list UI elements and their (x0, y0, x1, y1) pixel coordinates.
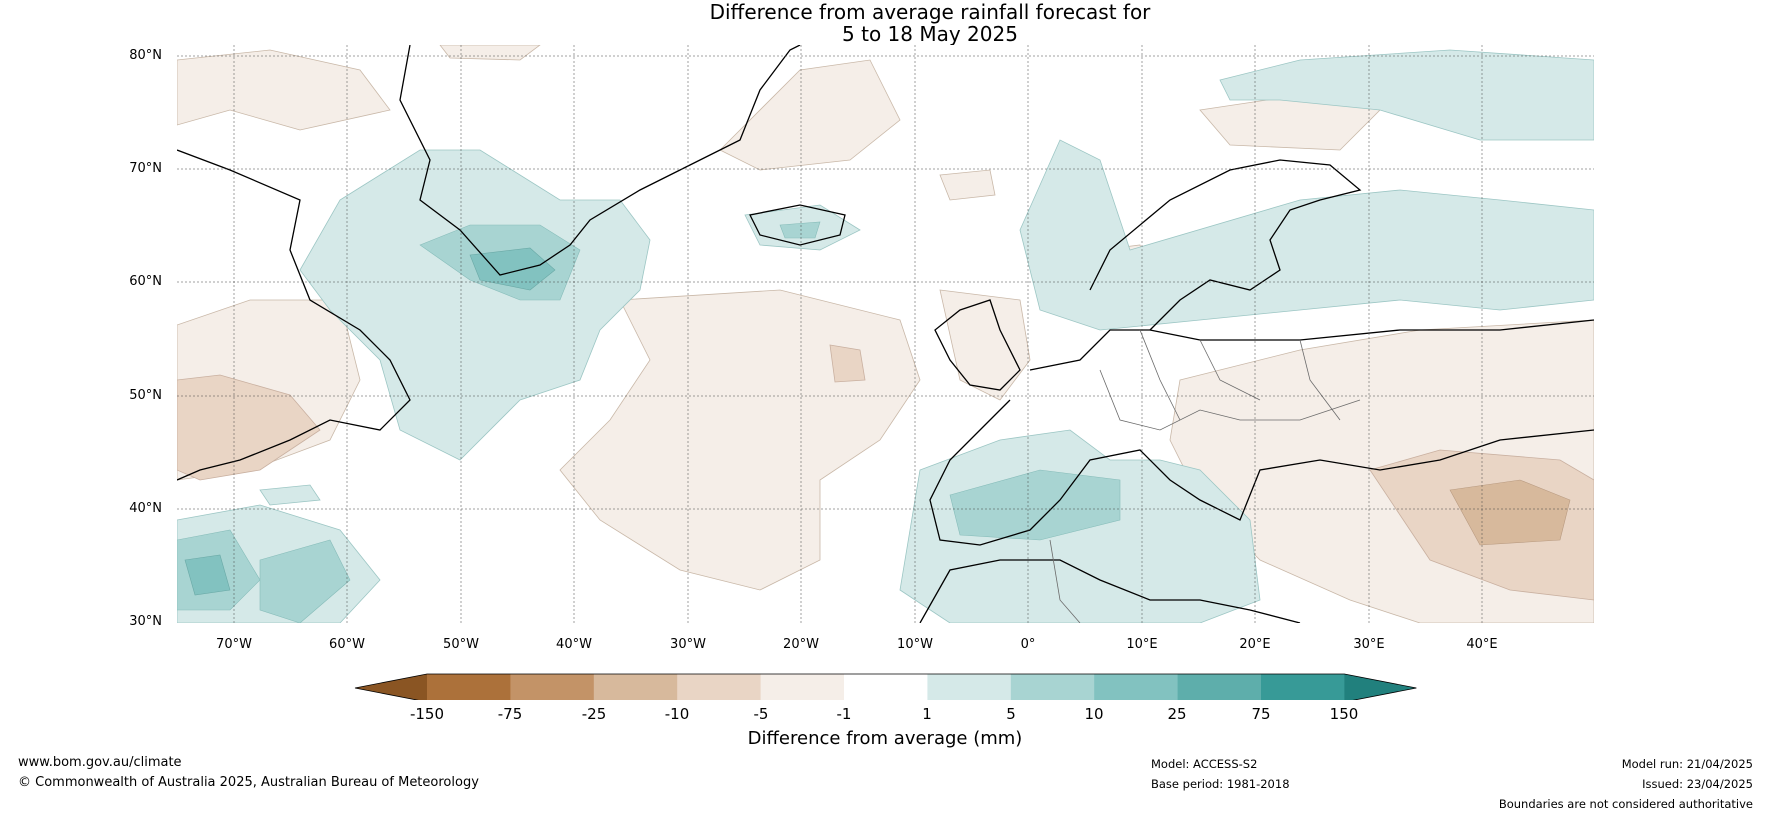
lon-label: 20°E (1239, 637, 1271, 652)
lon-label: 30°E (1353, 637, 1385, 652)
issued-text: Issued: 23/04/2025 (1642, 777, 1753, 791)
colorbar-tick-label: -1 (836, 705, 852, 723)
colorbar-segment (1177, 674, 1262, 700)
coastline (399, 45, 801, 276)
lon-label: 30°W (670, 637, 706, 652)
coastline (1089, 159, 1362, 331)
model-run-text: Model run: 21/04/2025 (1621, 757, 1753, 771)
anomaly-region (949, 469, 1121, 541)
lon-label: 10°E (1126, 637, 1158, 652)
colorbar-extend-high (1344, 674, 1417, 700)
anomaly-region (829, 344, 866, 383)
graticule (177, 45, 1594, 623)
anomaly-region (1449, 479, 1571, 546)
anomaly-region (469, 247, 556, 291)
lon-label: 10°W (897, 637, 933, 652)
colorbar-extend-low (355, 674, 427, 700)
anomaly-region (1219, 49, 1594, 141)
disclaimer-text: Boundaries are not considered authoritat… (1498, 797, 1753, 811)
colorbar-segment (760, 674, 845, 700)
anomaly-region (1019, 139, 1594, 331)
colorbar-segment (677, 674, 762, 700)
coastline (177, 149, 411, 481)
country-border (1049, 539, 1081, 623)
colorbar-tick-label: -150 (409, 705, 445, 723)
colorbar-segment (1094, 674, 1179, 700)
coastline (934, 299, 1021, 391)
country-border (1139, 329, 1181, 421)
website-text: www.bom.gov.au/climate (18, 755, 182, 770)
colorbar-tick-label: 10 (1084, 705, 1104, 723)
colorbar-segment (510, 674, 595, 700)
anomaly-region (184, 554, 231, 596)
anomaly-region (177, 374, 321, 481)
colorbar-tick-label: -75 (497, 705, 523, 723)
anomaly-region (779, 221, 821, 239)
lon-label: 60°W (329, 637, 365, 652)
map-title-line-1: Difference from average rainfall forecas… (709, 0, 1151, 24)
coastline (919, 559, 1301, 623)
coastline (749, 204, 846, 246)
anomaly-region (177, 49, 391, 131)
lat-label: 60°N (129, 274, 162, 289)
lon-label: 20°W (783, 637, 819, 652)
country-border (1199, 339, 1261, 401)
base-period-text: Base period: 1981-2018 (1151, 777, 1290, 791)
model-text: Model: ACCESS-S2 (1151, 757, 1258, 771)
anomaly-region (719, 59, 901, 171)
colorbar-outline (354, 673, 1417, 700)
colorbar-tick-label: 150 (1329, 705, 1359, 723)
coastline (929, 399, 1594, 546)
colorbar-tick-label: 25 (1167, 705, 1187, 723)
anomaly-region (299, 149, 651, 461)
colorbar-tick-label: -25 (581, 705, 607, 723)
colorbar-segment (1261, 674, 1345, 700)
lon-label: 0° (1020, 637, 1036, 652)
lon-label: 40°E (1466, 637, 1498, 652)
lat-label: 30°N (129, 614, 162, 629)
colorbar-title: Difference from average (mm) (747, 728, 1023, 749)
lat-label: 80°N (129, 48, 162, 63)
colorbar-segment (427, 674, 511, 700)
anomaly-region (559, 289, 921, 591)
lat-label: 50°N (129, 388, 162, 403)
rainfall-map (177, 45, 1594, 700)
colorbar-tick-label: 1 (922, 705, 932, 723)
colorbar-tick-label: -10 (664, 705, 690, 723)
colorbar-segment (593, 674, 678, 700)
lat-label: 40°N (129, 501, 162, 516)
anomaly-region (259, 539, 351, 623)
copyright-text: © Commonwealth of Australia 2025, Austra… (18, 775, 479, 790)
country-border (1099, 369, 1361, 431)
map-title-line-2: 5 to 18 May 2025 (842, 22, 1018, 46)
colorbar-tick-label: 5 (1006, 705, 1016, 723)
colorbar (354, 673, 1417, 700)
anomaly-region (939, 289, 1031, 401)
colorbar-segment (927, 674, 1012, 700)
lon-label: 40°W (556, 637, 592, 652)
lat-label: 70°N (129, 161, 162, 176)
anomaly-region (259, 484, 321, 506)
lon-label: 50°W (443, 637, 479, 652)
colorbar-tick-label: -5 (753, 705, 769, 723)
colorbar-segment (1010, 674, 1095, 700)
map-area (177, 45, 1594, 623)
colorbar-segment (844, 674, 928, 700)
colorbar-tick-label: 75 (1251, 705, 1271, 723)
lon-label: 70°W (216, 637, 252, 652)
country-border (1299, 339, 1341, 421)
anomaly-region (939, 169, 996, 201)
